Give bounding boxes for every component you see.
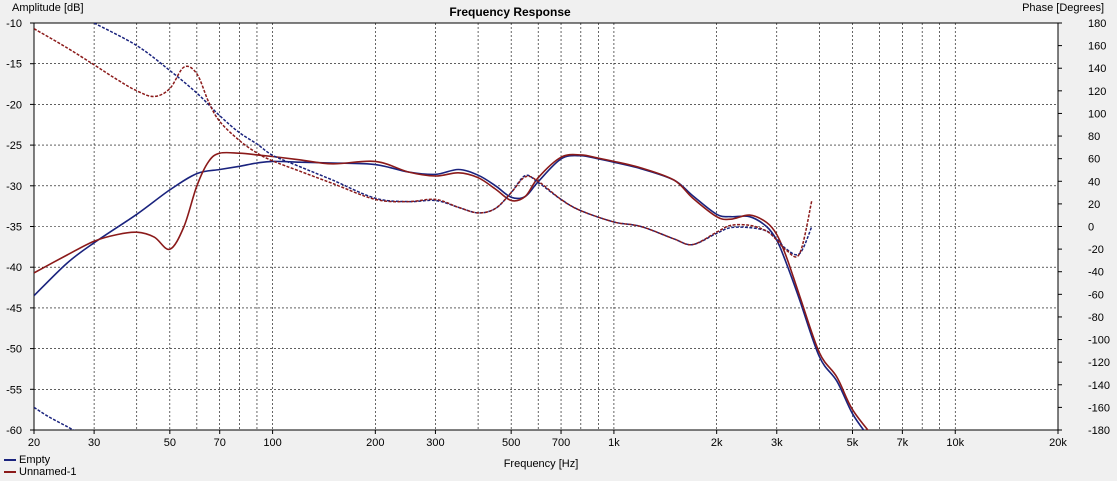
y2-tick-label: 0 <box>1088 222 1094 234</box>
y2-tick-label: -140 <box>1088 380 1110 392</box>
y2-tick-label: 20 <box>1088 199 1100 211</box>
legend-swatch-unnamed-1 <box>4 471 16 473</box>
series-line-unnamed-1-phase <box>34 28 813 258</box>
y-tick-label: -35 <box>6 222 22 234</box>
y2-tick-label: 140 <box>1088 63 1106 75</box>
x-tick-label: 5k <box>847 437 859 449</box>
legend-label-empty: Empty <box>19 454 51 466</box>
y2-tick-label: -180 <box>1088 425 1110 437</box>
legend-item-unnamed-1[interactable]: Unnamed-1 <box>4 466 76 478</box>
legend-label-unnamed-1: Unnamed-1 <box>19 466 77 478</box>
y2-axis-label: Phase [Degrees] <box>1022 2 1104 14</box>
x-tick-label: 7k <box>897 437 909 449</box>
y2-tick-label: -80 <box>1088 312 1104 324</box>
x-tick-label: 20 <box>28 437 40 449</box>
y2-tick-label: -60 <box>1088 289 1104 301</box>
chart-title: Frequency Response <box>449 5 571 19</box>
series-line-empty-phase <box>93 23 813 256</box>
y2-tick-label: 120 <box>1088 86 1106 98</box>
y-tick-label: -40 <box>6 262 22 274</box>
y2-tick-label: 60 <box>1088 154 1100 166</box>
chart-legend: Empty Unnamed-1 <box>4 454 76 478</box>
x-tick-label: 3k <box>771 437 783 449</box>
y-tick-label: -45 <box>6 303 22 315</box>
x-tick-label: 2k <box>711 437 723 449</box>
y2-tick-label: -160 <box>1088 402 1110 414</box>
y2-tick-label: -40 <box>1088 267 1104 279</box>
x-tick-label: 200 <box>366 437 384 449</box>
x-tick-label: 500 <box>502 437 520 449</box>
y-tick-label: -20 <box>6 99 22 111</box>
y2-tick-label: 40 <box>1088 176 1100 188</box>
y2-tick-label: 100 <box>1088 108 1106 120</box>
y2-tick-label: -20 <box>1088 244 1104 256</box>
y-tick-label: -60 <box>6 425 22 437</box>
x-tick-label: 100 <box>263 437 281 449</box>
y-tick-label: -25 <box>6 140 22 152</box>
y2-tick-label: 180 <box>1088 18 1106 30</box>
x-tick-label: 30 <box>88 437 100 449</box>
series-line-unnamed-1 <box>34 151 869 430</box>
x-tick-label: 700 <box>552 437 570 449</box>
x-tick-label: 1k <box>608 437 620 449</box>
series-line-empty-phase <box>34 406 75 430</box>
y-tick-label: -50 <box>6 344 22 356</box>
x-tick-label: 300 <box>426 437 444 449</box>
y-tick-label: -15 <box>6 59 22 71</box>
legend-swatch-empty <box>4 459 16 461</box>
x-tick-label: 10k <box>946 437 964 449</box>
legend-item-empty[interactable]: Empty <box>4 454 76 466</box>
x-tick-label: 70 <box>214 437 226 449</box>
y-axis-label: Amplitude [dB] <box>12 2 84 14</box>
y-tick-label: -10 <box>6 18 22 30</box>
y2-tick-label: 80 <box>1088 131 1100 143</box>
y2-tick-label: -120 <box>1088 357 1110 369</box>
y-tick-label: -55 <box>6 384 22 396</box>
y-tick-label: -30 <box>6 181 22 193</box>
x-tick-label: 20k <box>1049 437 1067 449</box>
x-tick-label: 50 <box>164 437 176 449</box>
y2-tick-label: 160 <box>1088 41 1106 53</box>
y2-tick-label: -100 <box>1088 335 1110 347</box>
x-axis-label: Frequency [Hz] <box>504 458 579 470</box>
